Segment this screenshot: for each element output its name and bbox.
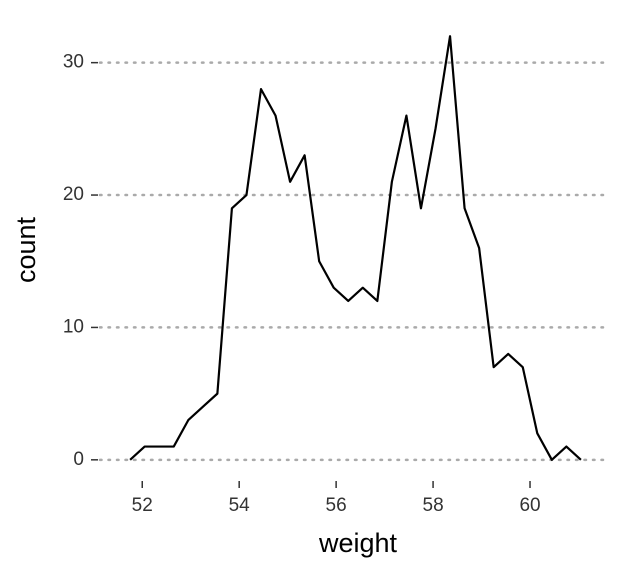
y-tick-label: 30 (63, 52, 84, 73)
x-tick-label: 60 (519, 495, 540, 516)
y-axis-title: count (11, 216, 41, 283)
line (129, 35, 582, 461)
x-tick-label: 56 (326, 495, 347, 516)
x-axis-title: weight (318, 528, 398, 558)
x-tick-label: 52 (132, 495, 153, 516)
y-tick-label: 20 (63, 184, 84, 205)
x-tick-label: 54 (229, 495, 251, 516)
x-tick-label: 58 (423, 495, 444, 516)
y-tick-label: 0 (73, 449, 84, 470)
y-tick-label: 10 (63, 316, 84, 337)
